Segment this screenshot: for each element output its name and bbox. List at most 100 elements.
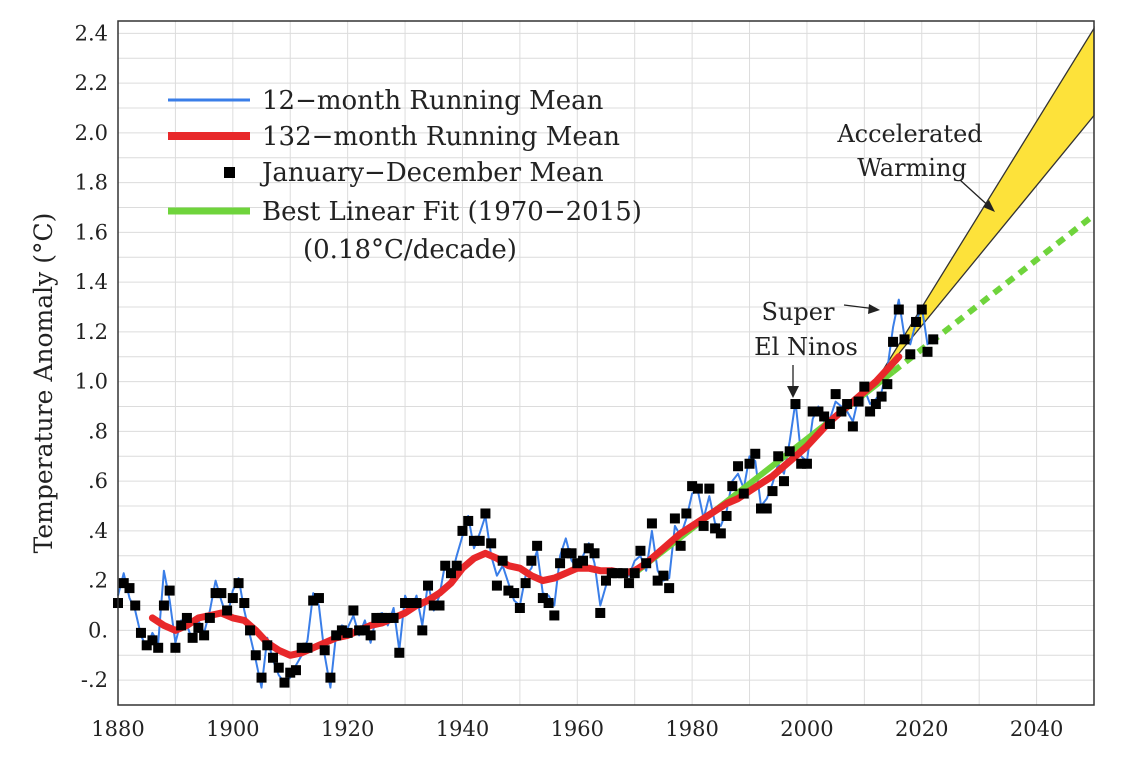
annual-mean-point	[176, 620, 187, 631]
annual-mean-point	[290, 665, 301, 676]
x-tick-label: 1920	[321, 717, 374, 741]
y-tick-label: .2	[88, 569, 108, 593]
annual-mean-point	[210, 588, 221, 599]
annual-mean-point	[549, 610, 560, 621]
annual-mean-point	[796, 458, 807, 469]
y-tick-label: .8	[88, 419, 108, 443]
y-tick-label: 1.6	[75, 220, 108, 244]
annual-mean-point	[520, 578, 531, 589]
annual-mean-point	[158, 600, 169, 611]
annual-mean-point	[187, 632, 198, 643]
annual-mean-point	[629, 568, 640, 579]
annual-mean-point	[778, 476, 789, 487]
annual-mean-point	[537, 593, 548, 604]
annual-mean-point	[819, 411, 830, 422]
annual-mean-point	[847, 421, 858, 432]
annual-mean-point	[733, 461, 744, 472]
annotation-warming: Warming	[857, 154, 967, 182]
y-axis: -.2 0. .2 .4 .6 .8 1.0 1.2 1.4 1.6 1.8 2.0 2.2 2.4	[75, 21, 108, 692]
annual-mean-point	[268, 652, 279, 663]
annual-mean-point	[451, 560, 462, 571]
y-tick-label: 1.2	[75, 320, 108, 344]
annual-mean-point	[222, 605, 233, 616]
x-tick-label: 2040	[1010, 717, 1063, 741]
y-tick-label: 1.8	[75, 171, 108, 195]
annual-mean-point	[830, 389, 841, 400]
annual-mean-point	[623, 578, 634, 589]
legend-label-132-month: 132−month Running Mean	[262, 122, 620, 152]
annual-mean-point	[750, 448, 761, 459]
annual-mean-point	[445, 568, 456, 579]
annual-mean-point	[824, 418, 835, 429]
annual-mean-point	[394, 647, 405, 658]
annual-mean-point	[807, 406, 818, 417]
y-tick-label: .6	[88, 469, 108, 493]
annual-mean-point	[606, 568, 617, 579]
annual-mean-point	[124, 583, 135, 594]
annotations: Accelerated Warming Super El Ninos	[754, 120, 995, 398]
y-tick-label: -.2	[81, 668, 108, 692]
annual-mean-point	[428, 600, 439, 611]
y-tick-label: 2.2	[75, 71, 108, 95]
annual-mean-point	[888, 336, 899, 347]
annual-mean-point	[773, 451, 784, 462]
annual-mean-point	[756, 503, 767, 514]
annual-mean-point	[486, 538, 497, 549]
annual-mean-point	[583, 543, 594, 554]
annual-mean-point	[601, 575, 611, 586]
annual-mean-point	[245, 625, 256, 636]
x-tick-label: 1880	[91, 717, 144, 741]
annual-mean-point	[325, 672, 336, 683]
annual-mean-point	[911, 316, 922, 327]
x-tick-label: 2020	[895, 717, 948, 741]
annual-mean-point	[233, 578, 244, 589]
annotation-super-arrowhead	[868, 304, 880, 314]
annual-mean-point	[761, 503, 772, 514]
annotation-el-ninos: El Ninos	[754, 333, 858, 361]
annual-mean-point	[664, 583, 675, 594]
annual-mean-point	[509, 588, 520, 599]
annual-mean-point	[578, 555, 589, 566]
annual-mean-point	[463, 515, 474, 526]
annual-mean-point	[377, 612, 388, 623]
annual-mean-point	[313, 593, 324, 604]
annual-mean-point	[710, 523, 721, 534]
annual-mean-point	[273, 662, 284, 673]
annual-mean-point	[153, 642, 164, 653]
annual-mean-point	[687, 481, 698, 492]
line-132-month-running-mean	[148, 353, 903, 659]
annual-mean-point	[130, 600, 141, 611]
annual-mean-point	[641, 558, 652, 569]
annual-mean-point	[296, 642, 307, 653]
annual-mean-point	[491, 580, 502, 591]
annual-mean-point	[566, 548, 577, 559]
annual-mean-point	[434, 600, 445, 611]
annual-mean-point	[193, 622, 204, 633]
annual-mean-point	[147, 635, 158, 646]
annual-mean-point	[199, 630, 210, 641]
annual-mean-point	[595, 607, 606, 618]
annual-mean-point	[497, 555, 508, 566]
annual-mean-point	[727, 481, 738, 492]
y-tick-label: 2.4	[75, 21, 108, 45]
annual-mean-point	[417, 625, 428, 636]
plot-area	[118, 21, 1094, 705]
annual-mean-point	[514, 602, 525, 613]
annual-mean-point	[359, 625, 370, 636]
annual-mean-point	[457, 525, 468, 536]
annual-mean-point	[239, 598, 250, 609]
legend-note-trend: (0.18°C/decade)	[303, 235, 517, 265]
annual-mean-point	[227, 593, 238, 604]
annual-mean-point	[204, 612, 215, 623]
annual-mean-point	[440, 560, 451, 571]
annual-mean-point	[181, 612, 192, 623]
annual-mean-point	[503, 585, 514, 596]
annual-mean-point	[899, 334, 910, 345]
annual-mean-point	[250, 650, 261, 661]
annual-mean-point	[744, 458, 755, 469]
annual-mean-point	[801, 458, 812, 469]
annual-mean-point	[698, 520, 709, 531]
annual-mean-point	[589, 548, 600, 559]
annotation-warming-arrowhead	[983, 200, 995, 212]
